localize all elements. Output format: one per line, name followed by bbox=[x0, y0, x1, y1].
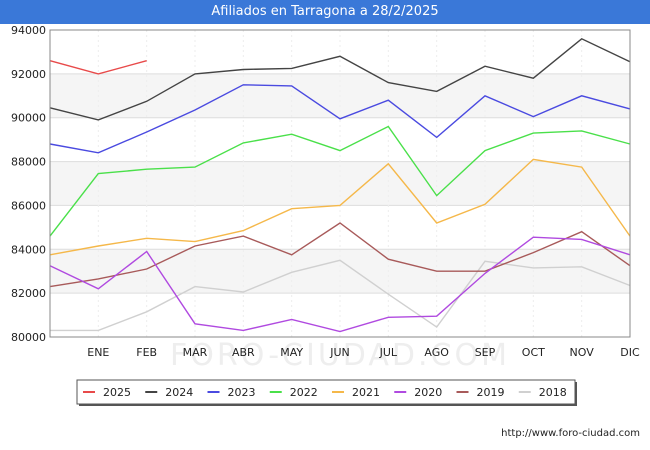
series-line-2022 bbox=[49, 125, 631, 237]
y-tick-label: 84000 bbox=[11, 243, 46, 256]
x-tick-label: OCT bbox=[522, 346, 545, 359]
watermark-text: FORO-CIUDAD.COM bbox=[170, 338, 510, 373]
y-tick-label: 94000 bbox=[11, 24, 46, 37]
plot-frame bbox=[49, 29, 631, 338]
legend-label: 2023 bbox=[228, 386, 256, 399]
legend: 2025 2024 2023 2022 2021 2020 2019 2018 bbox=[76, 379, 577, 406]
x-tick-label: SEP bbox=[475, 346, 496, 359]
x-tick-label: DIC bbox=[620, 346, 640, 359]
chart-title: Afiliados en Tarragona a 28/2/2025 bbox=[0, 0, 650, 24]
legend-label: 2022 bbox=[290, 386, 318, 399]
legend-box bbox=[76, 379, 576, 405]
y-tick-label: 92000 bbox=[11, 68, 46, 81]
source-url[interactable]: http://www.foro-ciudad.com bbox=[501, 428, 640, 439]
series-line-2025 bbox=[49, 60, 147, 75]
legend-label: 2020 bbox=[414, 386, 442, 399]
plot-band bbox=[50, 161, 630, 206]
legend-label: 2019 bbox=[477, 386, 505, 399]
y-tick-label: 82000 bbox=[11, 287, 46, 300]
legend-label: 2018 bbox=[539, 386, 567, 399]
series-lines bbox=[49, 37, 631, 333]
x-tick-label: JUL bbox=[379, 346, 398, 359]
series-line-2019 bbox=[49, 222, 631, 288]
legend-label: 2024 bbox=[165, 386, 193, 399]
x-tick-label: MAR bbox=[183, 346, 208, 359]
y-tick-label: 90000 bbox=[11, 112, 46, 125]
series-line-2023 bbox=[49, 84, 631, 154]
y-tick-label: 86000 bbox=[11, 199, 46, 212]
series-line-2024 bbox=[49, 37, 631, 121]
y-tick-label: 80000 bbox=[11, 331, 46, 344]
y-tick-label: 88000 bbox=[11, 156, 46, 169]
series-line-2021 bbox=[49, 158, 631, 256]
series-line-2020 bbox=[49, 236, 631, 333]
x-tick-label: ABR bbox=[232, 346, 255, 359]
x-tick-label: AGO bbox=[424, 346, 449, 359]
x-tick-label: MAY bbox=[280, 346, 303, 359]
x-tick-label: JUN bbox=[329, 346, 350, 359]
x-tick-label: NOV bbox=[570, 346, 595, 359]
legend-label: 2025 bbox=[103, 386, 131, 399]
x-tick-label: ENE bbox=[87, 346, 109, 359]
axes: 80000 82000 84000 86000 88000 90000 92000 94000… bbox=[11, 24, 640, 359]
series-line-2018 bbox=[50, 259, 631, 332]
legend-label: 2021 bbox=[352, 386, 380, 399]
x-tick-label: FEB bbox=[136, 346, 157, 359]
watermark-layer: FORO-CIUDAD.COM bbox=[170, 338, 510, 373]
